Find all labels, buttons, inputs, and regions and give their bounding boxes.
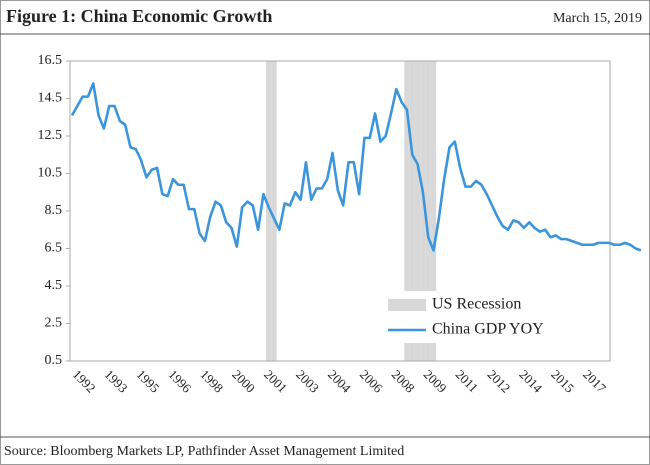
y-tick-label: 16.5 [38, 53, 63, 68]
y-tick-label: 12.5 [38, 128, 63, 143]
page-title: Figure 1: China Economic Growth [6, 6, 272, 26]
y-tick-label: 10.5 [38, 166, 63, 181]
recession-bar [414, 61, 421, 361]
y-tick-label: 14.5 [38, 91, 63, 106]
y-tick-label: 4.5 [45, 278, 63, 293]
y-tick-label: 6.5 [45, 241, 63, 256]
recession-bar [271, 61, 277, 361]
y-tick-label: 0.5 [45, 353, 63, 368]
recession-bar [425, 61, 431, 361]
recession-bar [409, 61, 415, 361]
recession-bar [404, 61, 410, 361]
y-tick-label: 8.5 [45, 203, 63, 218]
legend-label: US Recession [432, 296, 521, 313]
recession-bar [266, 61, 272, 361]
recession-bar [430, 61, 437, 361]
y-tick-label: 2.5 [45, 316, 63, 331]
source: Source: Bloomberg Markets LP, Pathfinder… [4, 444, 404, 459]
legend-label: China GDP YOY [432, 321, 544, 338]
gdp-line [70, 82, 642, 252]
recession-bar [420, 61, 426, 361]
legend-swatch [388, 299, 426, 311]
date: March 15, 2019 [553, 11, 642, 26]
